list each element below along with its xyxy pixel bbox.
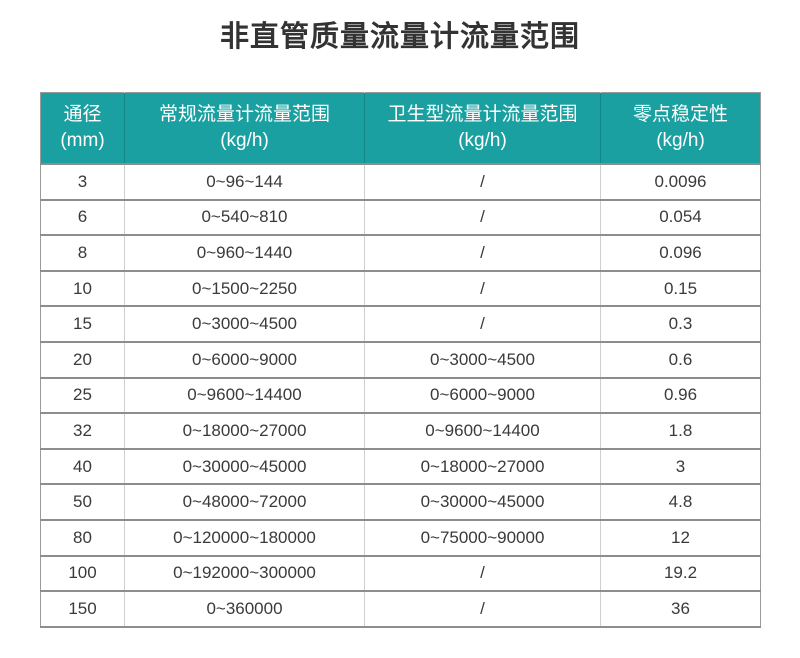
table-cell: / (364, 554, 601, 592)
table-cell: 0.96 (600, 376, 761, 414)
table-cell: 0~18000~27000 (364, 447, 601, 485)
column-header-sanitary-range: 卫生型流量计流量范围 (kg/h) (364, 92, 601, 164)
table-cell: 36 (600, 590, 761, 628)
table-cell: 0~540~810 (124, 198, 365, 236)
table-cell: / (364, 305, 601, 342)
column-header-label: 通径 (63, 104, 102, 125)
table-cell: 0~360000 (124, 590, 365, 628)
flow-range-table: 通径 (mm) 常规流量计流量范围 (kg/h) 卫生型流量计流量范围 (kg/… (40, 92, 761, 628)
table-cell: 50 (40, 483, 125, 520)
table-cell: 80 (40, 518, 125, 556)
table-row: 150 0~360000/36 (40, 590, 761, 628)
table-cell: 0~18000~27000 (124, 412, 365, 449)
table-cell: / (364, 163, 601, 200)
table-cell: 0~6000~9000 (364, 376, 601, 414)
table-cell: 150 (40, 590, 125, 628)
table-cell: 8 (40, 234, 125, 271)
table-row: 6 0~540~810/0.054 (40, 198, 761, 236)
table-cell: 3 (40, 163, 125, 200)
table-cell: 100 (40, 554, 125, 592)
table-row: 40 0~30000~45000 0~18000~27000 3 (40, 447, 761, 485)
table-cell: 3 (600, 447, 761, 485)
table-cell: 10 (40, 269, 125, 307)
table-cell: 0.6 (600, 340, 761, 378)
table-cell: 0~96~144 (124, 163, 365, 200)
table-cell: 19.2 (600, 554, 761, 592)
table-cell: 32 (40, 412, 125, 449)
column-header-label: 零点稳定性 (632, 104, 728, 125)
table-cell: 0~6000~9000 (124, 340, 365, 378)
table-cell: 0~960~1440 (124, 234, 365, 271)
table-row: 10 0~1500~2250/0.15 (40, 269, 761, 307)
table-body: 3 0~96~144/0.0096 6 0~540~810/0.054 8 0~960~1… (40, 163, 761, 628)
table-cell: 4.8 (600, 483, 761, 520)
table-cell: 0~3000~4500 (364, 340, 601, 378)
column-header-label: 常规流量计流量范围 (158, 104, 330, 125)
column-header-standard-range: 常规流量计流量范围 (kg/h) (124, 92, 365, 164)
table-row: 25 0~9600~14400 0~6000~9000 0.96 (40, 376, 761, 414)
column-header-label: 卫生型流量计流量范围 (387, 104, 578, 125)
table-row: 32 0~18000~27000 0~9600~14400 1.8 (40, 412, 761, 449)
table-row: 50 0~48000~72000 0~30000~45000 4.8 (40, 483, 761, 520)
table-cell: 0~30000~45000 (364, 483, 601, 520)
table-cell: 25 (40, 376, 125, 414)
table-cell: 15 (40, 305, 125, 342)
table-cell: 1.8 (600, 412, 761, 449)
column-header-diameter: 通径 (mm) (40, 92, 125, 164)
table-cell: 6 (40, 198, 125, 236)
table-cell: / (364, 198, 601, 236)
table-row: 80 0~120000~180000 0~75000~90000 12 (40, 518, 761, 556)
table-cell: / (364, 590, 601, 628)
table-cell: 0~75000~90000 (364, 518, 601, 556)
table-row: 15 0~3000~4500/0.3 (40, 305, 761, 342)
column-header-zero-stability: 零点稳定性 (kg/h) (600, 92, 761, 164)
table-cell: 0~30000~45000 (124, 447, 365, 485)
table-cell: 20 (40, 340, 125, 378)
table-cell: / (364, 234, 601, 271)
table-cell: 0~9600~14400 (364, 412, 601, 449)
table-cell: 0~9600~14400 (124, 376, 365, 414)
table-cell: 0~120000~180000 (124, 518, 365, 556)
table-cell: / (364, 269, 601, 307)
page-title: 非直管质量流量计流量范围 (219, 21, 580, 53)
table-row: 100 0~192000~300000/19.2 (40, 554, 761, 592)
table-cell: 40 (40, 447, 125, 485)
table-row: 20 0~6000~9000 0~3000~4500 0.6 (40, 340, 761, 378)
table-cell: 0~3000~4500 (124, 305, 365, 342)
table-cell: 0~48000~72000 (124, 483, 365, 520)
table-row: 8 0~960~1440/0.096 (40, 234, 761, 271)
table-cell: 0~192000~300000 (124, 554, 365, 592)
column-header-unit: (kg/h) (656, 130, 705, 151)
table-cell: 12 (600, 518, 761, 556)
table-header-row: 通径 (mm) 常规流量计流量范围 (kg/h) 卫生型流量计流量范围 (kg/… (40, 92, 761, 164)
table-cell: 0.054 (600, 198, 761, 236)
table-cell: 0.0096 (600, 163, 761, 200)
table-cell: 0.3 (600, 305, 761, 342)
column-header-unit: (kg/h) (220, 130, 269, 151)
column-header-unit: (mm) (60, 130, 105, 151)
table-cell: 0~1500~2250 (124, 269, 365, 307)
column-header-unit: (kg/h) (458, 130, 507, 151)
table-cell: 0.15 (600, 269, 761, 307)
table-row: 3 0~96~144/0.0096 (40, 163, 761, 200)
table-cell: 0.096 (600, 234, 761, 271)
